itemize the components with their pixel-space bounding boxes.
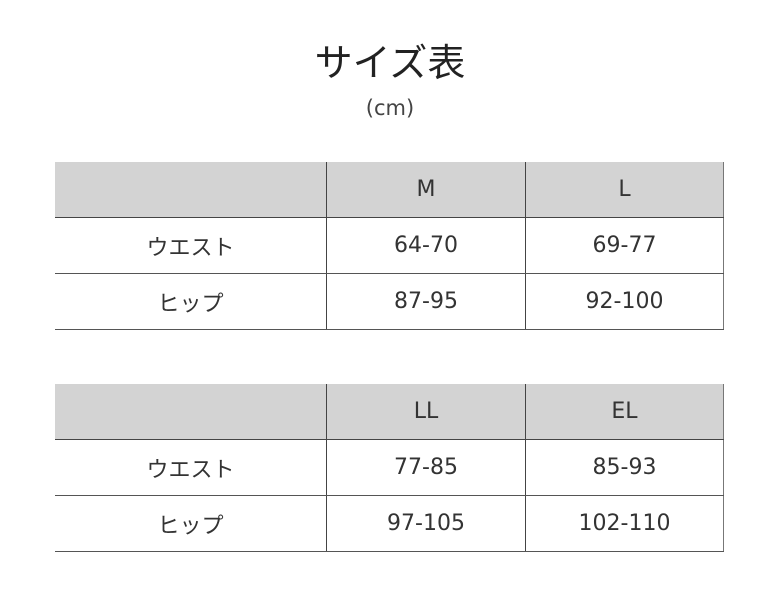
size-table-2: LL EL ウエスト 77-85 85-93 ヒップ 97-105 102-11… [55,384,724,552]
table-row: ヒップ 97-105 102-110 [55,495,724,552]
value-cell: 97-105 [326,495,526,552]
table-header-row: LL EL [55,384,724,440]
header-cell-empty [55,384,327,440]
header-cell-size: M [326,162,526,218]
header-cell-empty [55,162,327,218]
row-label: ウエスト [55,439,327,496]
value-cell: 85-93 [525,439,724,496]
header-cell-size: EL [525,384,724,440]
value-cell: 64-70 [326,217,526,274]
table-row: ヒップ 87-95 92-100 [55,273,724,330]
value-cell: 77-85 [326,439,526,496]
table-row: ウエスト 77-85 85-93 [55,439,724,496]
row-label: ウエスト [55,217,327,274]
row-label: ヒップ [55,273,327,330]
value-cell: 92-100 [525,273,724,330]
page-title: サイズ表 [314,41,466,85]
value-cell: 69-77 [525,217,724,274]
unit-label: (cm) [365,96,415,120]
table-header-row: M L [55,162,724,218]
table-row: ウエスト 64-70 69-77 [55,217,724,274]
size-table-1: M L ウエスト 64-70 69-77 ヒップ 87-95 92-100 [55,162,724,330]
value-cell: 102-110 [525,495,724,552]
row-label: ヒップ [55,495,327,552]
value-cell: 87-95 [326,273,526,330]
header-cell-size: LL [326,384,526,440]
header-cell-size: L [525,162,724,218]
